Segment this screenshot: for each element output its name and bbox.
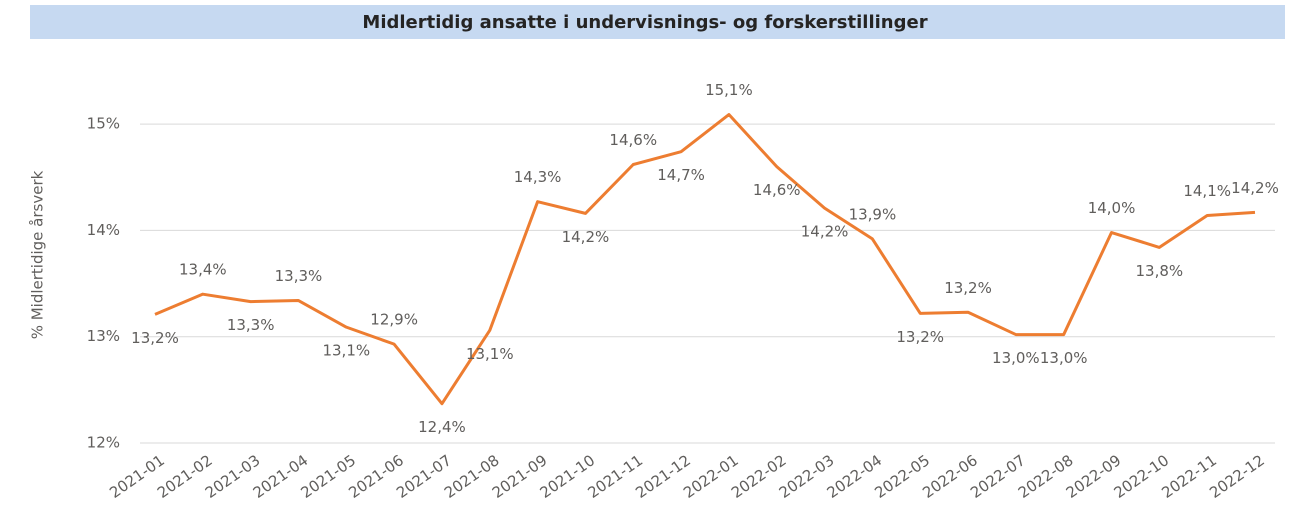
data-label: 13,2% xyxy=(131,329,179,347)
data-label: 14,3% xyxy=(514,168,562,186)
data-label: 13,0% xyxy=(992,349,1040,367)
data-label: 14,6% xyxy=(753,181,801,199)
data-label: 14,2% xyxy=(1231,179,1279,197)
data-label: 14,2% xyxy=(562,228,610,246)
data-label: 13,4% xyxy=(179,261,227,279)
x-tick-label: 2022-12 xyxy=(1206,451,1268,502)
data-label: 13,0% xyxy=(1040,349,1088,367)
data-label: 12,9% xyxy=(370,311,418,329)
data-label: 13,8% xyxy=(1136,262,1184,280)
data-label: 13,3% xyxy=(227,316,275,334)
data-label: 13,2% xyxy=(944,279,992,297)
chart-title: Midlertidig ansatte i undervisnings- og … xyxy=(362,12,927,33)
y-tick-label: 14% xyxy=(87,221,120,239)
line xyxy=(154,113,1256,406)
data-label: 13,2% xyxy=(896,328,944,346)
data-label: 13,1% xyxy=(322,342,370,360)
data-label: 13,1% xyxy=(466,345,514,363)
data-label: 15,1% xyxy=(705,81,753,99)
data-label: 13,9% xyxy=(849,205,897,223)
y-tick-label: 13% xyxy=(87,327,120,345)
data-label: 12,4% xyxy=(418,418,466,436)
y-axis-label: % Midlertidige årsverk xyxy=(29,170,47,339)
data-label: 14,7% xyxy=(657,166,705,184)
data-label: 14,6% xyxy=(609,131,657,149)
data-label: 14,2% xyxy=(801,223,849,241)
data-label: 14,0% xyxy=(1088,199,1136,217)
title-bar xyxy=(30,5,1285,39)
y-tick-label: 15% xyxy=(87,115,120,133)
data-label: 13,3% xyxy=(275,267,323,285)
data-label: 14,1% xyxy=(1183,182,1231,200)
y-tick-label: 12% xyxy=(87,434,120,452)
